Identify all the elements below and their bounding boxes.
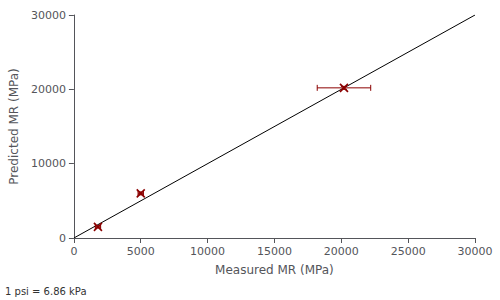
svg-text:10000: 10000 [190, 245, 225, 258]
svg-text:Measured MR (MPa): Measured MR (MPa) [215, 263, 334, 277]
svg-text:0: 0 [70, 245, 77, 258]
svg-text:20000: 20000 [324, 245, 359, 258]
svg-text:20000: 20000 [31, 83, 66, 96]
svg-text:10000: 10000 [31, 157, 66, 170]
svg-text:25000: 25000 [391, 245, 426, 258]
svg-text:1 psi = 6.86 kPa: 1 psi = 6.86 kPa [5, 286, 87, 297]
svg-text:Predicted MR (MPa): Predicted MR (MPa) [7, 68, 21, 184]
svg-text:5000: 5000 [127, 245, 155, 258]
svg-text:30000: 30000 [458, 245, 493, 258]
svg-text:30000: 30000 [31, 9, 66, 22]
svg-text:15000: 15000 [257, 245, 292, 258]
svg-text:0: 0 [59, 232, 66, 245]
